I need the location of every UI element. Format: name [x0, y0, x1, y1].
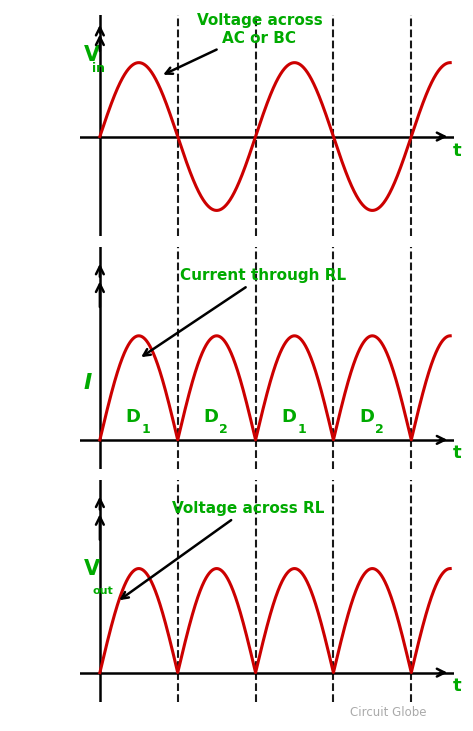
Text: 2: 2 — [219, 423, 228, 436]
Text: in: in — [92, 62, 105, 75]
Text: D: D — [204, 409, 219, 426]
Text: 1: 1 — [297, 423, 306, 436]
Text: V: V — [84, 45, 100, 65]
Text: Voltage across RL: Voltage across RL — [122, 501, 324, 599]
Text: Voltage across
AC or BC: Voltage across AC or BC — [166, 13, 322, 74]
Text: t: t — [453, 143, 461, 160]
Text: Current through RL: Current through RL — [143, 268, 346, 355]
Text: D: D — [126, 409, 141, 426]
Text: t: t — [453, 444, 461, 462]
Text: Circuit Globe: Circuit Globe — [350, 705, 426, 719]
Text: 1: 1 — [141, 423, 150, 436]
Text: t: t — [453, 677, 461, 694]
Text: I: I — [84, 373, 92, 393]
Text: D: D — [359, 409, 375, 426]
Text: out: out — [92, 586, 113, 596]
Text: V: V — [84, 558, 100, 578]
Text: D: D — [281, 409, 297, 426]
Text: 2: 2 — [375, 423, 384, 436]
